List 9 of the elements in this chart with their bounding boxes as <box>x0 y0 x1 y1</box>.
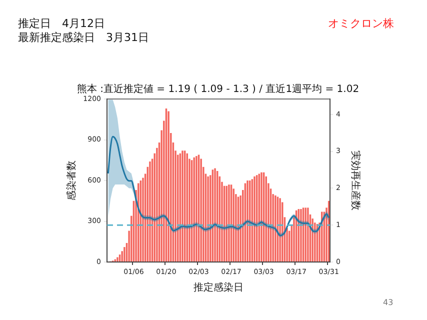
x-axis-title: 推定感染日 <box>194 282 244 294</box>
text: 推定日 4月12日 <box>18 17 106 31</box>
line-series <box>107 136 330 236</box>
text: 43 <box>383 298 394 307</box>
text: 最新推定感染日 3月31日 <box>18 31 149 45</box>
y2-axis-title: 実効再生産数 <box>349 150 362 210</box>
chart-title: 熊本 :直近推定値 = 1.19 ( 1.09 - 1.3 ) / 直近1週平均 = 1.02 <box>76 82 360 96</box>
y-axis-title: 感染者数 <box>66 160 78 200</box>
text: オミクロン株 <box>328 17 394 31</box>
